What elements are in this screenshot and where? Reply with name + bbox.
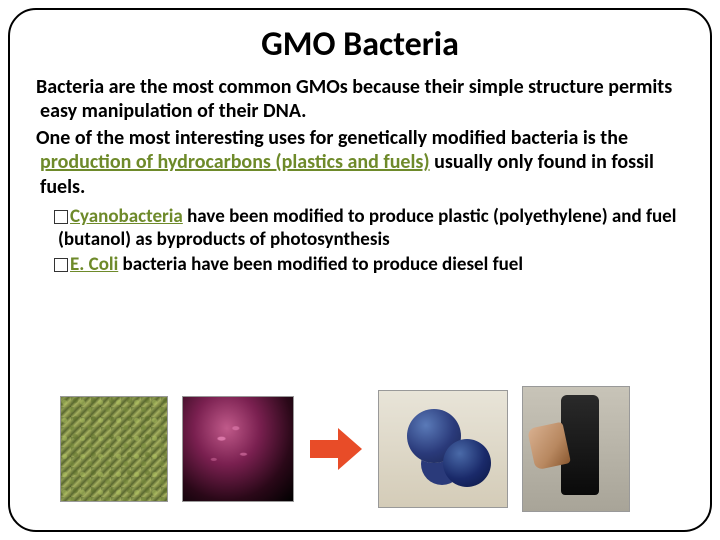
- bullet-strong: Cyanobacteria: [70, 205, 183, 228]
- bullet-item: E. Coli bacteria have been modified to p…: [54, 253, 684, 276]
- image-plastic-caps: [378, 390, 508, 508]
- bullet-rest: bacteria have been modified to produce d…: [118, 253, 523, 276]
- slide-frame: GMO Bacteria Bacteria are the most commo…: [8, 8, 712, 532]
- paragraph-1: Bacteria are the most common GMOs becaus…: [36, 75, 684, 124]
- slide-title: GMO Bacteria: [36, 24, 684, 65]
- image-fuel-pump: [522, 386, 630, 512]
- paragraph-2: One of the most interesting uses for gen…: [36, 126, 684, 199]
- image-cyanobacteria: [60, 396, 168, 502]
- para2-highlight: production of hydrocarbons (plastics and…: [40, 150, 430, 174]
- image-row: [60, 386, 660, 512]
- bullet-item: Cyanobacteria have been modified to prod…: [54, 205, 684, 251]
- bullet-glyph: [54, 210, 68, 224]
- para2-pre: One of the most interesting uses for gen…: [36, 126, 628, 150]
- arrow-icon: [308, 426, 364, 472]
- bullet-strong: E. Coli: [70, 253, 118, 276]
- arrow-path: [310, 428, 362, 470]
- bullet-glyph: [54, 258, 68, 272]
- image-ecoli: [182, 396, 294, 502]
- bullet-list: Cyanobacteria have been modified to prod…: [36, 205, 684, 277]
